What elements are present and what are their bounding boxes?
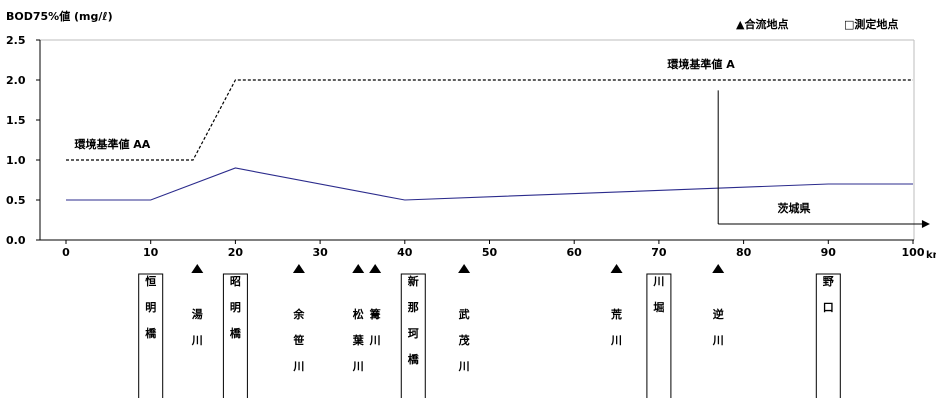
y-axis-label: BOD75%値 (mg/ℓ)	[6, 9, 113, 23]
confluence-char: 川	[352, 360, 364, 373]
station-char: 橋	[230, 326, 242, 340]
station-char: 堀	[653, 300, 664, 314]
y-axis: 0.0 0.5 1.0 1.5 2.0 2.5	[6, 34, 40, 247]
station-label: 川堀	[646, 273, 672, 398]
station-box	[400, 273, 426, 398]
prefecture-arrow-head	[921, 220, 930, 228]
confluence-triangle-icon	[610, 264, 623, 273]
confluence-triangle-icon	[369, 264, 382, 273]
series-layer	[66, 79, 913, 201]
x-tick-label: 50	[482, 246, 498, 259]
confluence-char: 松	[353, 307, 364, 321]
confluence-label: 篝川	[369, 264, 382, 347]
bod-series-line	[66, 167, 913, 201]
x-tick-label: 30	[312, 246, 328, 259]
station-box	[138, 273, 164, 398]
x-tick-label: 0	[62, 246, 70, 259]
x-axis: 0 10 20 30 40 50 60 70 80 90 100	[62, 240, 925, 259]
x-tick-label: 90	[821, 246, 837, 259]
y-tick-label: 1.5	[6, 114, 26, 127]
confluence-char: 余	[292, 307, 305, 321]
confluence-triangle-icon	[712, 264, 725, 273]
confluence-char: 川	[712, 334, 724, 347]
x-tick-label: 10	[143, 246, 159, 259]
annotation-prefecture: 茨城県	[777, 201, 810, 215]
confluence-triangle-icon	[458, 264, 471, 273]
confluence-label: 武茂川	[458, 264, 471, 373]
annotation-standard-aa: 環境基準値 AA	[74, 137, 150, 151]
station-char: 新	[408, 274, 419, 288]
station-char: 那	[408, 301, 419, 314]
confluence-char: 川	[610, 334, 622, 347]
confluence-label: 逆川	[712, 264, 725, 347]
station-label: 野口	[815, 273, 841, 398]
confluence-char: 湯	[192, 307, 203, 321]
station-char: 昭	[230, 275, 241, 288]
confluence-char: 川	[191, 334, 203, 347]
confluence-char: 逆	[713, 307, 724, 321]
station-box	[646, 273, 672, 398]
standard-line	[66, 79, 913, 161]
station-char: 橋	[408, 352, 420, 366]
confluence-char: 篝	[370, 307, 381, 321]
x-unit-label: km	[926, 250, 936, 261]
station-char: 野	[823, 275, 834, 288]
station-box	[815, 273, 841, 398]
station-char: 明	[145, 301, 156, 314]
x-tick-label: 40	[397, 246, 413, 259]
confluence-char: 荒	[610, 307, 622, 321]
confluence-label: 荒川	[610, 264, 623, 347]
confluence-char: 葉	[352, 333, 365, 347]
confluence-label: 湯川	[191, 264, 204, 347]
confluence-char: 川	[369, 334, 381, 347]
x-tick-label: 20	[228, 246, 244, 259]
y-tick-label: 1.0	[6, 154, 26, 167]
annotation-standard-a: 環境基準値 A	[667, 57, 735, 71]
station-label: 昭明橋	[222, 273, 248, 398]
confluence-label: 松葉川	[352, 264, 365, 373]
plot-area	[39, 39, 915, 241]
x-tick-label: 80	[736, 246, 752, 259]
station-char: 川	[652, 275, 664, 288]
confluence-triangle-icon	[292, 264, 305, 273]
confluence-char: 茂	[459, 333, 470, 347]
prefecture-boundary	[717, 90, 930, 228]
station-char: 珂	[408, 327, 419, 340]
confluence-label: 余笹川	[292, 264, 305, 373]
station-label: 恒明橋	[138, 273, 164, 398]
legend-measurement: □測定地点	[844, 17, 898, 31]
x-tick-label: 60	[567, 246, 583, 259]
y-tick-label: 0.5	[6, 194, 26, 207]
x-tick-label: 70	[651, 246, 667, 259]
station-char: 恒	[145, 274, 156, 288]
confluence-triangle-icon	[191, 264, 204, 273]
y-tick-label: 0.0	[6, 234, 26, 247]
y-tick-label: 2.0	[6, 74, 26, 87]
y-tick-label: 2.5	[6, 34, 26, 47]
station-char: 橋	[145, 326, 157, 340]
station-char: 明	[230, 301, 241, 314]
legend-confluence: ▲合流地点	[736, 17, 788, 31]
confluence-char: 川	[292, 360, 304, 373]
confluence-char: 川	[458, 360, 470, 373]
station-box	[222, 273, 248, 398]
x-tick-label: 100	[902, 246, 925, 259]
confluence-char: 笹	[293, 333, 304, 347]
confluence-triangle-icon	[352, 264, 365, 273]
confluence-char: 武	[459, 307, 470, 321]
station-char: 口	[823, 301, 834, 314]
